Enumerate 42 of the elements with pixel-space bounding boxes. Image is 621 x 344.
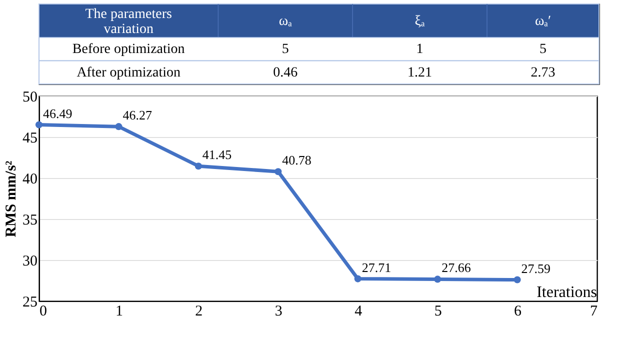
data-label: 40.78 [282, 152, 312, 168]
x-tick-label: 0 [40, 304, 47, 320]
x-tick-label: 2 [195, 304, 203, 320]
text: Before optimization [72, 42, 185, 58]
text: The parameters variation [85, 6, 172, 37]
text: After optimization [76, 65, 181, 80]
y-tick-label: 25 [22, 294, 38, 310]
y-tick-label: 30 [22, 254, 38, 270]
text: 0.46 [273, 65, 298, 80]
y-tick-label: 50 [22, 90, 38, 106]
y-tick-label: 40 [22, 172, 38, 188]
x-tick-label: 7 [590, 304, 598, 320]
x-tick-label: 1 [115, 304, 123, 320]
data-label: 27.71 [362, 260, 392, 275]
point [115, 123, 122, 130]
x-tick-label: 3 [274, 304, 282, 320]
x-tick-label: 4 [354, 304, 363, 320]
point [514, 276, 521, 284]
text: ξₐ [414, 14, 425, 29]
point [354, 275, 362, 282]
text: 5 [282, 42, 289, 58]
y-tick-label: 45 [22, 130, 38, 146]
data-label: 46.49 [43, 106, 72, 121]
x-axis-title: Iterations [536, 284, 597, 301]
text: 1.21 [408, 65, 432, 80]
data-label: 46.27 [122, 108, 152, 123]
point [194, 162, 202, 170]
y-tick-label: 35 [22, 212, 38, 228]
point [35, 121, 43, 128]
point [274, 168, 282, 176]
text: ωₐ′ [534, 14, 552, 29]
text: 2.73 [530, 65, 556, 80]
x-tick-label: 6 [514, 304, 522, 320]
data-label: 27.59 [521, 260, 551, 276]
text: ωₐ [278, 14, 292, 29]
data-label: 41.45 [202, 147, 232, 162]
text: 5 [540, 42, 546, 58]
text: 1 [416, 42, 424, 58]
y-axis-title: RMS mm/s² [4, 160, 20, 238]
x-tick-label: 5 [434, 304, 442, 320]
data-label: 27.66 [442, 260, 472, 276]
point [434, 276, 442, 283]
